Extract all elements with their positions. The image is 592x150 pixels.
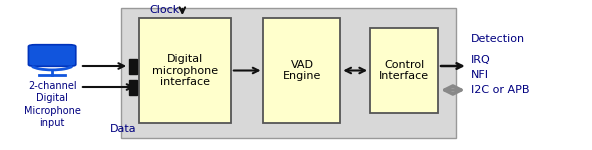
Bar [129, 80, 137, 94]
Text: 2-channel
Digital
Microphone
input: 2-channel Digital Microphone input [24, 81, 81, 128]
FancyBboxPatch shape [28, 45, 76, 66]
FancyBboxPatch shape [139, 18, 231, 123]
Text: I2C or APB: I2C or APB [471, 85, 530, 95]
Bar [129, 58, 137, 74]
FancyBboxPatch shape [263, 18, 340, 123]
Text: VAD
Engine: VAD Engine [283, 60, 321, 81]
FancyBboxPatch shape [121, 8, 456, 138]
Text: NFI: NFI [471, 70, 489, 80]
Text: Detection: Detection [471, 34, 525, 44]
Text: Control
Interface: Control Interface [379, 60, 429, 81]
Text: Data: Data [110, 124, 136, 134]
Text: Digital
microphone
interface: Digital microphone interface [152, 54, 218, 87]
Text: IRQ: IRQ [471, 55, 491, 65]
FancyBboxPatch shape [370, 28, 438, 113]
Text: Clock: Clock [150, 5, 180, 15]
